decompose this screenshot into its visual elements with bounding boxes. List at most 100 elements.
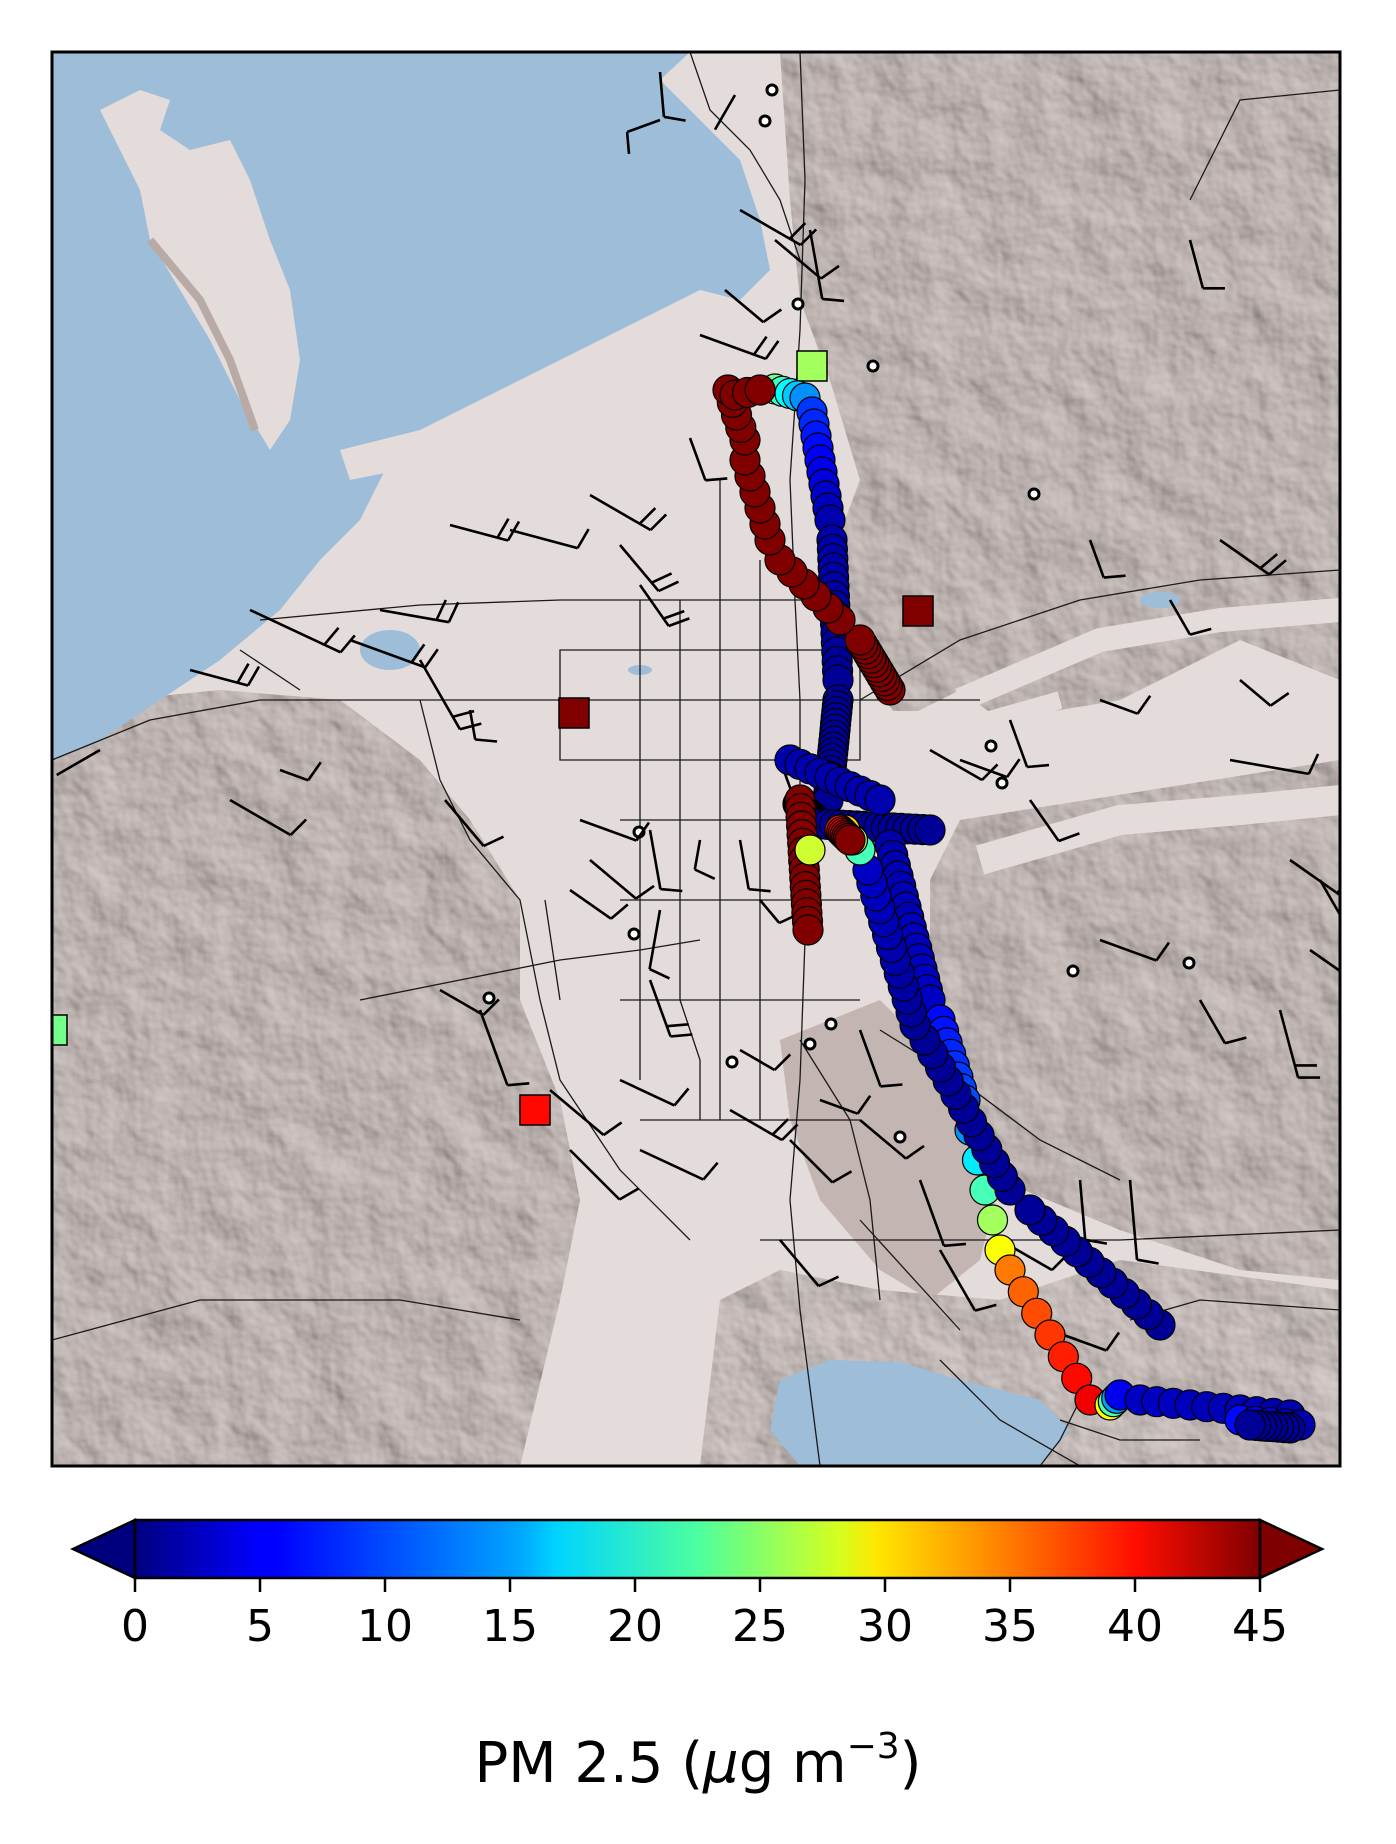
wind-barb [439, 988, 500, 1017]
wind-barb [918, 1179, 967, 1248]
colorbar-tick-label: 20 [607, 1601, 663, 1652]
wind-barb [713, 94, 737, 131]
wind-barb [648, 909, 671, 980]
wind-barb [739, 1048, 792, 1072]
wind-barb [249, 608, 356, 654]
wind-barb [929, 748, 999, 782]
calm-marker [791, 297, 805, 311]
calm-marker [1066, 964, 1080, 978]
colorbar-tick-label: 45 [1232, 1601, 1288, 1652]
wind-barb [724, 289, 783, 324]
calm-marker [765, 83, 779, 97]
transect-point [844, 624, 876, 656]
wind-barb [1229, 753, 1320, 776]
wind-barb [1088, 539, 1126, 579]
transect-point [976, 1204, 1009, 1236]
wind-barb [619, 1078, 690, 1107]
wind-barb [1168, 599, 1212, 636]
wind-barb [625, 118, 661, 155]
wind-barb [1008, 719, 1050, 769]
water-bodies [52, 52, 1180, 1466]
transect-point [744, 374, 776, 406]
wind-barb [639, 1148, 719, 1181]
wind-barb [858, 1029, 903, 1088]
map-panel [52, 52, 1340, 1466]
wind-barbs [56, 71, 1340, 1352]
wind-barb [589, 493, 668, 532]
calm-marker [1027, 487, 1041, 501]
fixed-stations [52, 350, 934, 1126]
wind-barb [819, 1094, 872, 1115]
transect-point [914, 814, 946, 846]
wind-barb [549, 1089, 623, 1137]
colorbar-ticks: 0 5 10 15 20 25 30 35 40 45 [121, 1578, 1288, 1652]
transect-point [1234, 1409, 1266, 1441]
transect-point [1014, 1194, 1046, 1226]
calm-marker [984, 739, 998, 753]
colorbar-extend-low [70, 1518, 137, 1580]
wind-barb [349, 638, 439, 669]
transect-point [792, 914, 824, 946]
wind-barb [1239, 679, 1290, 707]
transect-points [712, 373, 1316, 1444]
transect-point [864, 784, 896, 816]
wind-barb [1198, 999, 1247, 1045]
station-marker [902, 595, 934, 627]
wind-barb [189, 663, 261, 687]
wind-barb [699, 333, 780, 361]
transect-point [794, 834, 826, 866]
wind-barb [1128, 1179, 1159, 1265]
colorbar-tick-label: 30 [857, 1601, 913, 1652]
wind-barb [808, 229, 845, 303]
wind-barb [774, 239, 840, 280]
wind-barb [1099, 938, 1171, 962]
wind-barb [1309, 948, 1340, 973]
colorbar: 0 5 10 15 20 25 30 35 40 45 PM 2.5 (μg m−3) [70, 1518, 1325, 1796]
colorbar-gradient [135, 1520, 1260, 1578]
colorbar-tick-label: 35 [982, 1601, 1038, 1652]
wind-barb [56, 748, 101, 777]
wind-barb [779, 1239, 840, 1288]
wind-barb [379, 599, 460, 624]
wind-barb [229, 798, 308, 837]
transect-point [834, 824, 866, 856]
wind-barb [739, 208, 818, 247]
colorbar-tick-label: 15 [482, 1601, 538, 1652]
colorbar-extend-high [1258, 1518, 1325, 1580]
wind-barb [648, 829, 683, 893]
calm-marker [866, 359, 880, 373]
wind-barb [589, 859, 655, 900]
calm-marker [627, 927, 641, 941]
wind-barb [1188, 239, 1225, 290]
wind-barb [959, 758, 1021, 779]
wind-barb [729, 1108, 799, 1142]
station-marker [796, 350, 828, 382]
wind-barb [1339, 690, 1340, 692]
antelope-island [100, 90, 300, 450]
wind-barb [1318, 879, 1340, 918]
wind-barb [1339, 1100, 1340, 1102]
wind-barb [693, 839, 716, 880]
calm-marker [824, 1017, 838, 1031]
wind-barb [1339, 780, 1340, 782]
calm-marker [995, 776, 1009, 790]
calm-marker [482, 991, 496, 1005]
wind-barb [1219, 538, 1287, 576]
wind-barb [789, 1139, 853, 1184]
wind-barb [638, 584, 690, 628]
wind-barb [619, 544, 680, 593]
utah-lake [770, 1360, 1070, 1466]
wind-barb [1278, 1009, 1321, 1079]
wind-barb [938, 1249, 997, 1312]
calm-marker [725, 1055, 739, 1069]
wind-barb [859, 1119, 925, 1160]
calm-marker [893, 1130, 907, 1144]
station-marker [519, 1094, 551, 1126]
map-frame [50, 50, 1342, 1468]
colorbar-tick-label: 5 [246, 1601, 274, 1652]
wind-barb [579, 818, 651, 842]
colorbar-tick-label: 0 [121, 1601, 149, 1652]
colorbar-tick-label: 40 [1107, 1601, 1163, 1652]
calm-marker [758, 114, 772, 128]
